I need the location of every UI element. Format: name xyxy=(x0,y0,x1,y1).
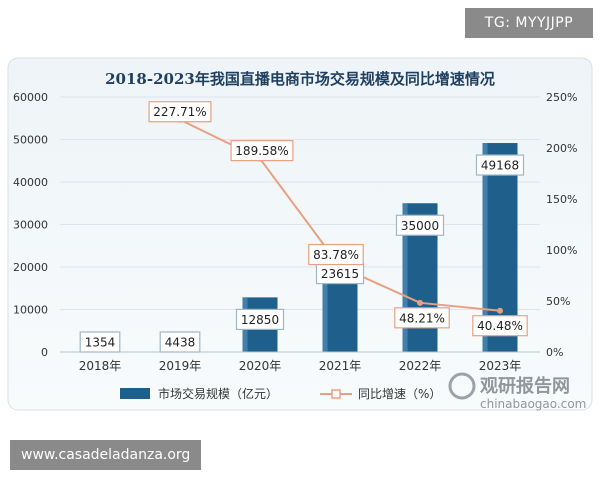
growth-rate-label-box xyxy=(394,307,450,329)
growth-rate-point xyxy=(417,299,423,306)
growth-rate-label-box xyxy=(308,243,364,266)
y-right-tick-label: 250% xyxy=(546,91,577,104)
y-right-tick-label: 50% xyxy=(546,295,570,308)
bar-highlight xyxy=(322,251,328,352)
growth-rate-label: 189.58% xyxy=(235,144,288,158)
chart: 2018-2023年我国直播电商市场交易规模及同比增速情况 0 10000 2000… xyxy=(7,57,593,411)
growth-rate-label: 48.21% xyxy=(399,311,445,325)
bar-value-label-box xyxy=(159,331,201,353)
y-left-tick-label: 50000 xyxy=(13,134,48,147)
bar-value-label: 23615 xyxy=(321,267,359,281)
x-tick-label: 2020年 xyxy=(239,359,282,373)
y-right-tick-label: 0% xyxy=(546,346,563,359)
logo-name: 观研报告网 xyxy=(480,375,570,397)
logo-icon xyxy=(448,372,476,400)
bar-value-label: 1354 xyxy=(85,336,116,350)
bar-highlight xyxy=(402,203,408,352)
bar-value-label-box xyxy=(475,154,525,176)
y-left-tick-label: 0 xyxy=(41,346,48,359)
growth-rate-point xyxy=(497,307,503,314)
growth-rate-label: 83.78% xyxy=(313,248,359,262)
legend-bar-label: 市场交易规模（亿元） xyxy=(158,386,278,401)
chart-card: 2018-2023年我国直播电商市场交易规模及同比增速情况 0 10000 2000… xyxy=(0,50,600,425)
legend-bar-swatch xyxy=(120,388,150,399)
y-right-tick-label: 200% xyxy=(546,142,577,155)
y-left-tick-label: 30000 xyxy=(13,219,48,232)
growth-rate-label-box xyxy=(230,140,294,162)
bar-value-label: 49168 xyxy=(481,159,519,173)
growth-rate-label-box xyxy=(148,101,212,123)
bar-value-label: 4438 xyxy=(165,336,196,350)
footer-link[interactable]: www.casadeladanza.org xyxy=(10,440,202,470)
bar-value-label: 35000 xyxy=(401,219,439,233)
x-tick-label: 2018年 xyxy=(79,359,122,373)
legend-line-marker xyxy=(331,389,341,399)
y-left-tick-label: 10000 xyxy=(13,304,48,317)
y-left-tick-label: 60000 xyxy=(13,91,48,104)
watermark-badge: TG: MYYJJPP xyxy=(465,8,593,38)
y-right-tick-label: 150% xyxy=(546,193,577,206)
y-right-tick-label: 100% xyxy=(546,244,577,257)
bar-value-label-box xyxy=(235,308,285,330)
logo-url: chinabaogao.com xyxy=(480,397,586,411)
chart-title: 2018-2023年我国直播电商市场交易规模及同比增速情况 xyxy=(105,70,495,88)
x-tick-label: 2022年 xyxy=(399,359,442,373)
x-tick-label: 2023年 xyxy=(479,359,522,373)
bar-value-label: 12850 xyxy=(241,313,279,327)
y-left-tick-label: 40000 xyxy=(13,176,48,189)
legend-line-label: 同比增速（%） xyxy=(358,387,441,401)
bar-value-label-box xyxy=(79,331,121,353)
growth-rate-label-box xyxy=(472,315,528,337)
growth-rate-label: 40.48% xyxy=(477,319,523,333)
x-tick-label: 2019年 xyxy=(159,359,202,373)
bar-highlight xyxy=(482,143,488,352)
growth-rate-label: 227.71% xyxy=(153,105,206,119)
y-left-tick-label: 20000 xyxy=(13,261,48,274)
bar-value-label-box xyxy=(395,214,445,236)
x-tick-label: 2021年 xyxy=(319,359,362,373)
